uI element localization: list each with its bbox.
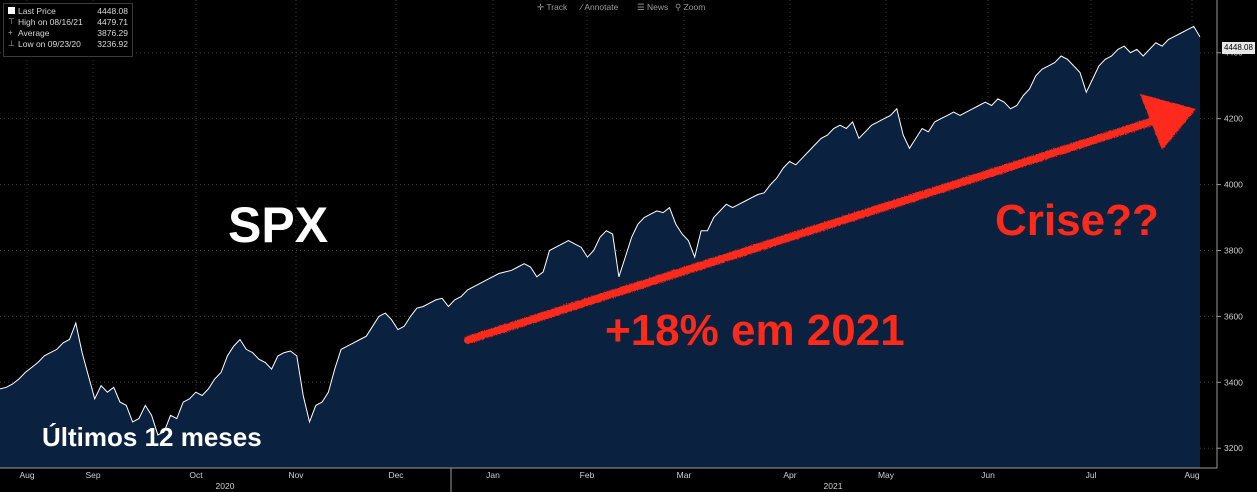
x-axis-ticks: Aug Sep Oct Nov Dec Jan Feb Mar Apr May Jun Jul Aug <box>19 470 1199 480</box>
square-icon <box>8 7 15 14</box>
x-year-label: 2021 <box>824 481 843 491</box>
chart-subtitle: Últimos 12 meses <box>42 422 262 452</box>
y-tick-label: 3400 <box>1224 377 1243 387</box>
red-arrow <box>464 94 1196 344</box>
news-label: News <box>646 2 669 12</box>
x-tick-label: Aug <box>1184 470 1199 480</box>
legend-label: Last Price <box>18 6 56 16</box>
x-tick-label: Nov <box>288 470 304 480</box>
track-tool[interactable]: ✛ Track <box>537 2 568 12</box>
y-tick-label: 4200 <box>1224 114 1243 124</box>
high-marker-icon: ⊤ <box>8 17 15 26</box>
y-tick-label: 3600 <box>1224 311 1243 321</box>
chart-title: SPX <box>228 197 329 253</box>
zoom-label: Zoom <box>683 2 706 12</box>
legend-low: ⊥ Low on 09/23/20 3236.92 <box>8 39 128 49</box>
zoom-tool[interactable]: ⚲ Zoom <box>675 2 706 12</box>
x-tick-label: Aug <box>19 470 34 480</box>
x-tick-label: Jul <box>1086 470 1097 480</box>
price-line <box>0 25 1201 436</box>
x-tick-label: Dec <box>388 470 404 480</box>
x-year-label: 2020 <box>216 481 235 491</box>
legend-value: 3876.29 <box>97 28 128 38</box>
legend-value: 4448.08 <box>97 6 128 16</box>
y-tick-label: 3800 <box>1224 245 1243 255</box>
red-arrow-head <box>1140 94 1196 150</box>
legend-label: High on 08/16/21 <box>18 17 83 27</box>
legend-average: + Average 3876.29 <box>8 28 128 38</box>
x-axis-years: 2020 2021 <box>216 481 843 491</box>
x-tick-label: Sep <box>85 470 100 480</box>
legend-last-price: Last Price 4448.08 <box>8 6 128 16</box>
y-tick-label: 3200 <box>1224 443 1243 453</box>
news-tool[interactable]: ☰ News <box>637 2 669 12</box>
x-tick-label: Feb <box>580 470 595 480</box>
low-marker-icon: ⊥ <box>8 39 15 48</box>
legend-high: ⊤ High on 08/16/21 4479.71 <box>8 17 128 27</box>
track-label: Track <box>546 2 568 12</box>
price-area <box>0 26 1200 469</box>
growth-annotation: +18% em 2021 <box>605 306 905 355</box>
red-arrow-shaft <box>464 114 1167 344</box>
legend-label: Average <box>18 28 50 38</box>
x-tick-label: May <box>878 470 895 480</box>
y-tick-label: 4000 <box>1224 180 1243 190</box>
average-marker-icon: + <box>8 28 13 37</box>
last-price-tag: 4448.08 <box>1222 42 1255 54</box>
x-tick-label: Mar <box>677 470 692 480</box>
annotate-tool[interactable]: ∕ Annotate <box>581 2 619 12</box>
annotate-label: Annotate <box>584 2 619 12</box>
y-axis-ticks: 3200340036003800400042004400 <box>1217 48 1243 453</box>
price-legend: Last Price 4448.08 ⊤ High on 08/16/21 44… <box>3 3 133 57</box>
x-tick-label: Jan <box>486 470 500 480</box>
x-tick-label: Apr <box>783 470 796 480</box>
legend-value: 4479.71 <box>97 17 128 27</box>
legend-value: 3236.92 <box>97 39 128 49</box>
x-tick-label: Oct <box>189 470 203 480</box>
crisis-annotation: Crise?? <box>995 196 1159 245</box>
legend-label: Low on 09/23/20 <box>18 39 81 49</box>
x-tick-label: Jun <box>981 470 995 480</box>
